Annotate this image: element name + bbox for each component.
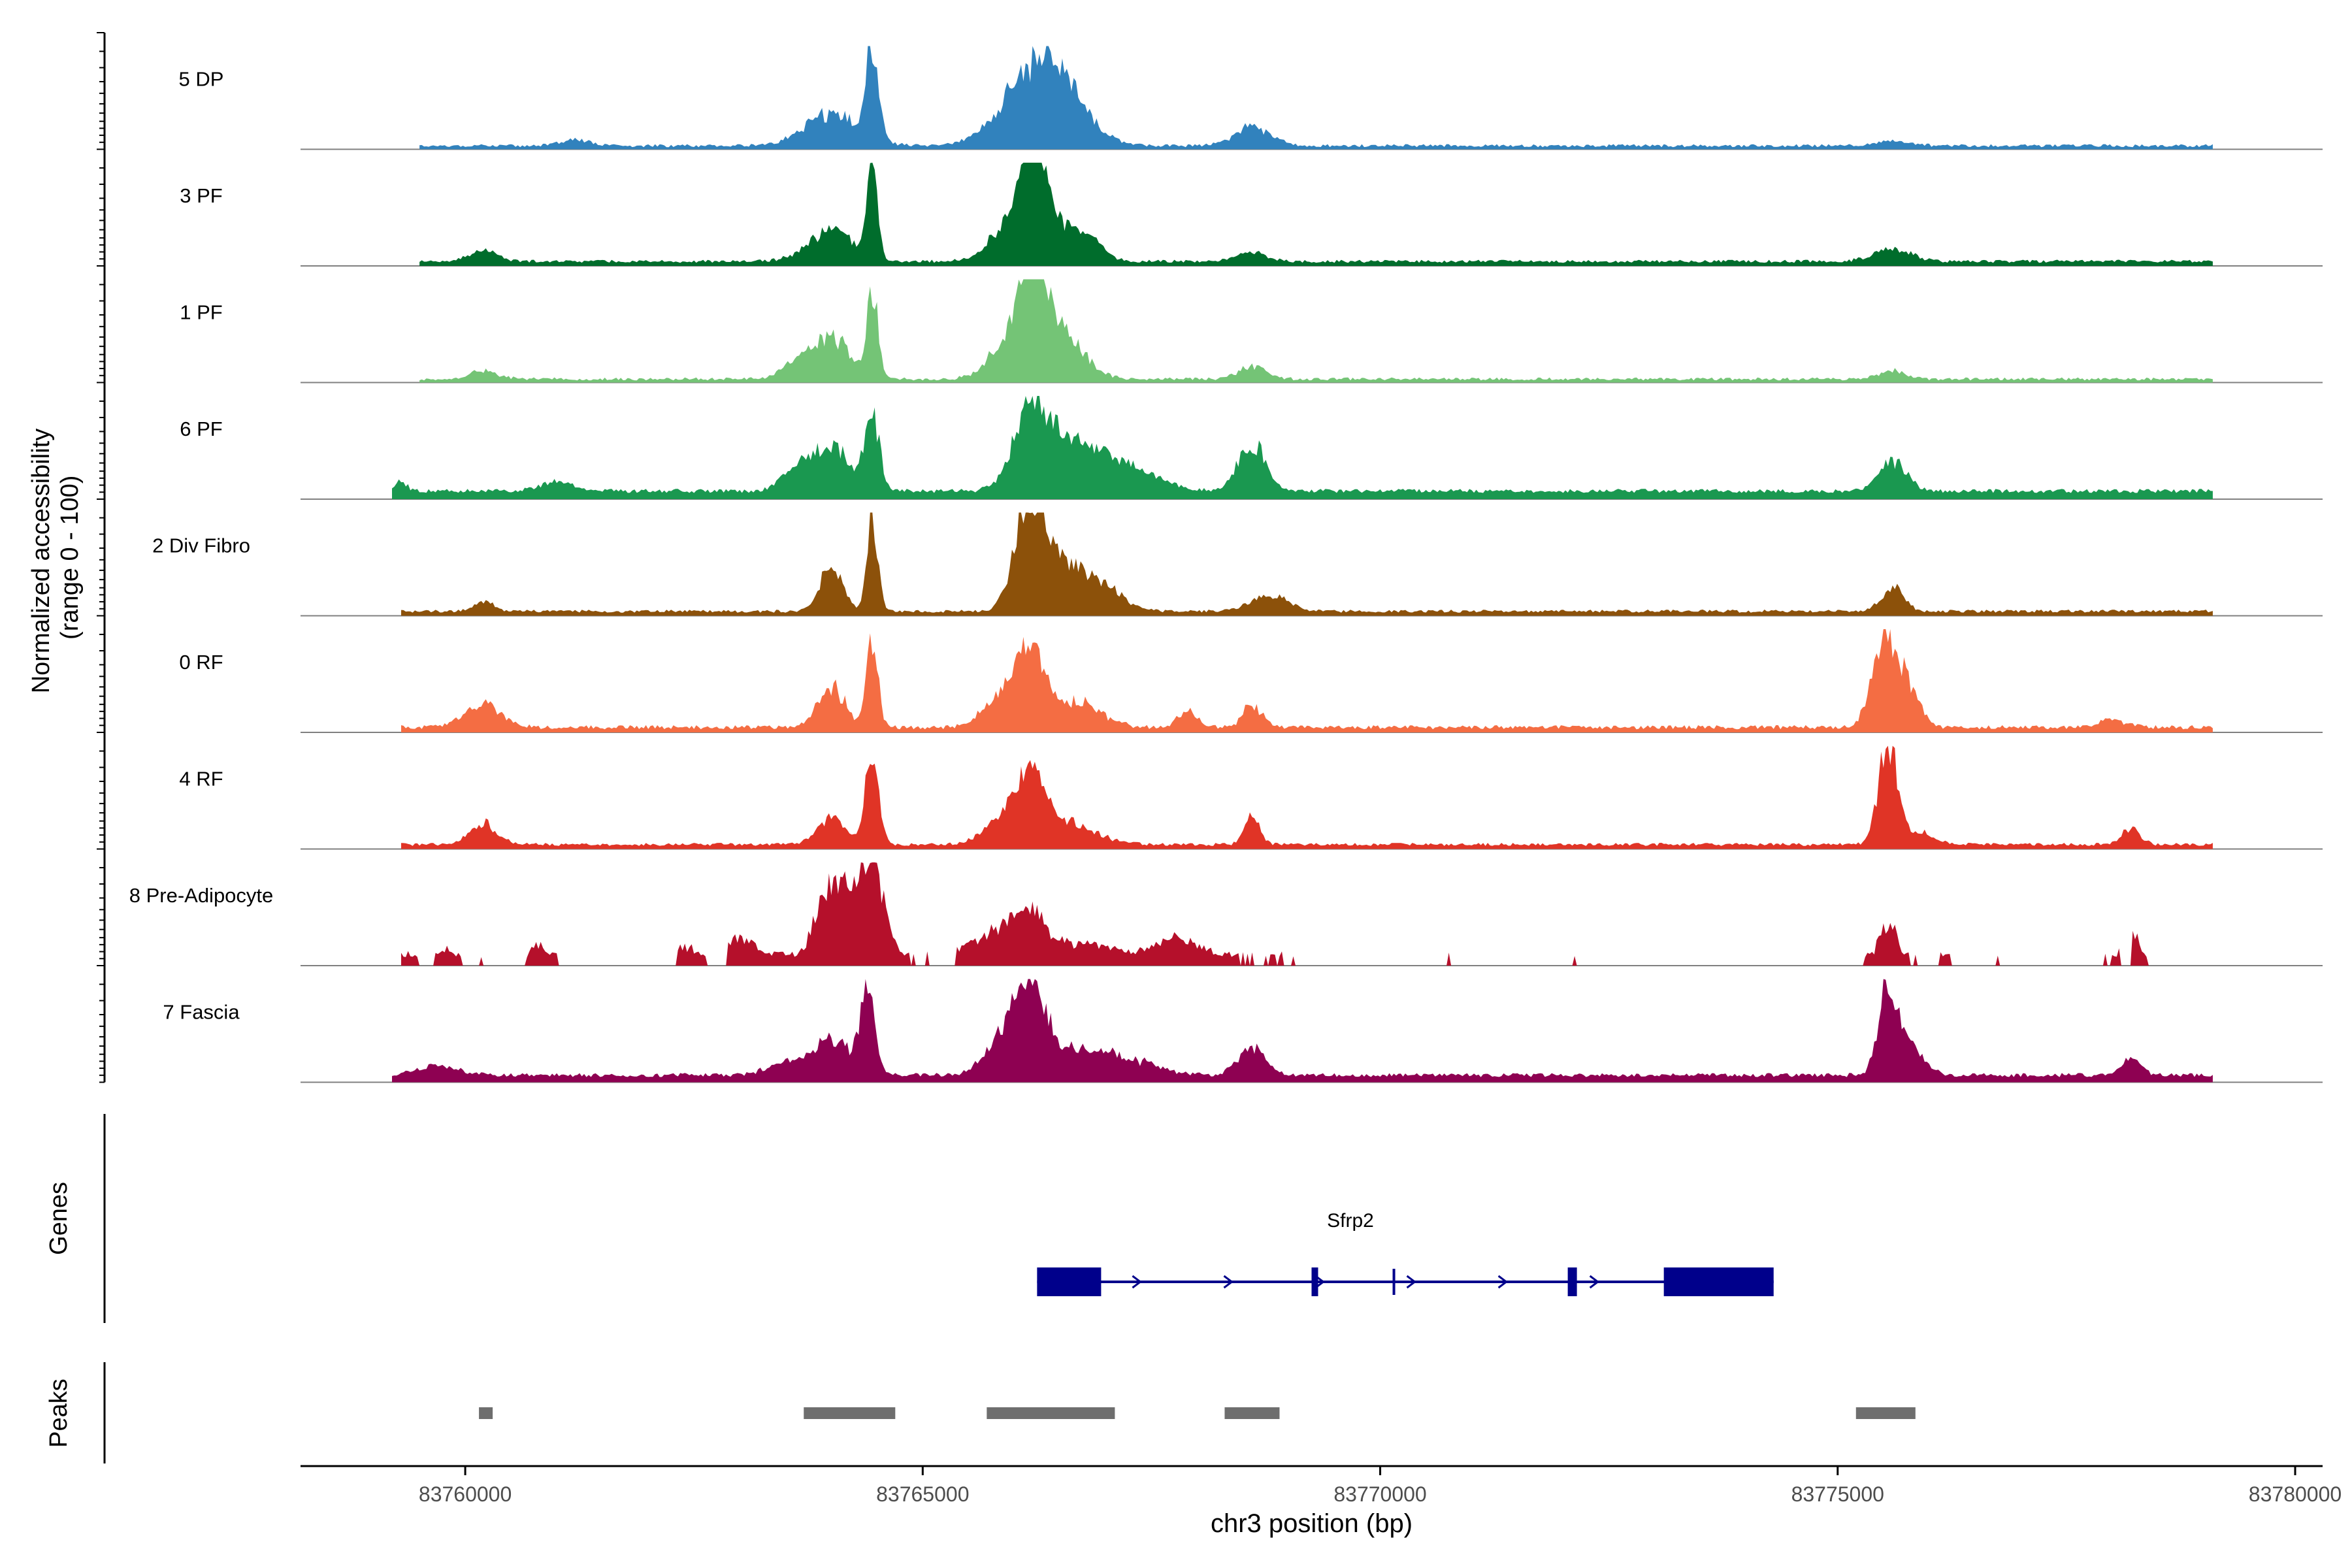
gene-name: Sfrp2 — [1327, 1210, 1374, 1232]
track-1: 5 DP — [179, 46, 2323, 150]
x-tick-label: 83770000 — [1333, 1482, 1426, 1506]
peak-bar — [479, 1407, 493, 1419]
track-2: 3 PF — [180, 163, 2323, 267]
x-tick-label: 83780000 — [2249, 1482, 2342, 1506]
coverage-area — [419, 46, 2213, 150]
coverage-area — [401, 512, 2213, 616]
strand-arrow — [1497, 1275, 1509, 1289]
coverage-area — [401, 862, 2213, 966]
track-label: 5 DP — [179, 67, 224, 90]
gene-exon — [1311, 1267, 1318, 1296]
coverage-area — [401, 745, 2213, 849]
peak-bar — [1224, 1407, 1280, 1419]
strand-arrow — [1589, 1275, 1600, 1289]
track-label: 4 RF — [179, 767, 223, 790]
x-tick-label: 83775000 — [1791, 1482, 1884, 1506]
coverage-area — [392, 396, 2213, 499]
track-label: 2 Div Fibro — [152, 534, 250, 557]
track-label: 3 PF — [180, 184, 222, 207]
track-9: 7 Fascia — [163, 979, 2323, 1083]
strand-arrow — [1406, 1275, 1417, 1289]
gene-exon — [1037, 1267, 1102, 1296]
coverage-tracks: 5 DP 3 PF 1 PF 6 PF 2 Div Fibro 0 RF 4 RF 8 Pre… — [129, 46, 2323, 1083]
gene-exon — [1663, 1267, 1774, 1296]
peaks-label: Peaks — [45, 1379, 73, 1448]
coverage-area — [401, 629, 2213, 732]
gene-exon — [1567, 1267, 1577, 1296]
peak-bar — [804, 1407, 896, 1419]
track-label: 7 Fascia — [163, 1000, 240, 1023]
track-6: 0 RF — [179, 629, 2323, 733]
track-label: 0 RF — [179, 651, 223, 674]
track-label: 6 PF — [180, 417, 222, 440]
peak-bar — [1855, 1407, 1916, 1419]
coverage-area — [419, 163, 2213, 266]
track-label: 1 PF — [180, 301, 222, 323]
track-5: 2 Div Fibro — [152, 512, 2323, 617]
y-axis-label-line1: Normalized accessibility — [27, 429, 55, 693]
y-axis-label-line2: (range 0 - 100) — [56, 476, 84, 640]
track-label: 8 Pre-Adipocyte — [129, 884, 274, 907]
track-7: 4 RF — [179, 745, 2323, 850]
peak-bars — [479, 1407, 1916, 1419]
x-axis-label: chr3 position (bp) — [1211, 1509, 1413, 1538]
x-tick-label: 83765000 — [876, 1482, 969, 1506]
x-tick-label: 83760000 — [419, 1482, 512, 1506]
coverage-area — [419, 279, 2213, 383]
strand-arrow — [1223, 1275, 1233, 1289]
genes-label: Genes — [45, 1182, 73, 1255]
track-8: 8 Pre-Adipocyte — [129, 862, 2323, 966]
peak-bar — [987, 1407, 1115, 1419]
y-axis-label: Normalized accessibility (range 0 - 100) — [27, 421, 84, 693]
track-3: 1 PF — [180, 279, 2323, 384]
gene-model — [1037, 1267, 1774, 1296]
coverage-area — [392, 979, 2213, 1083]
strand-arrow — [1132, 1275, 1142, 1289]
x-axis-ticks: 83760000 83765000 83770000 83775000 83780000 — [419, 1466, 2342, 1506]
coverage-y-ticks — [97, 32, 105, 1083]
track-4: 6 PF — [180, 396, 2323, 500]
